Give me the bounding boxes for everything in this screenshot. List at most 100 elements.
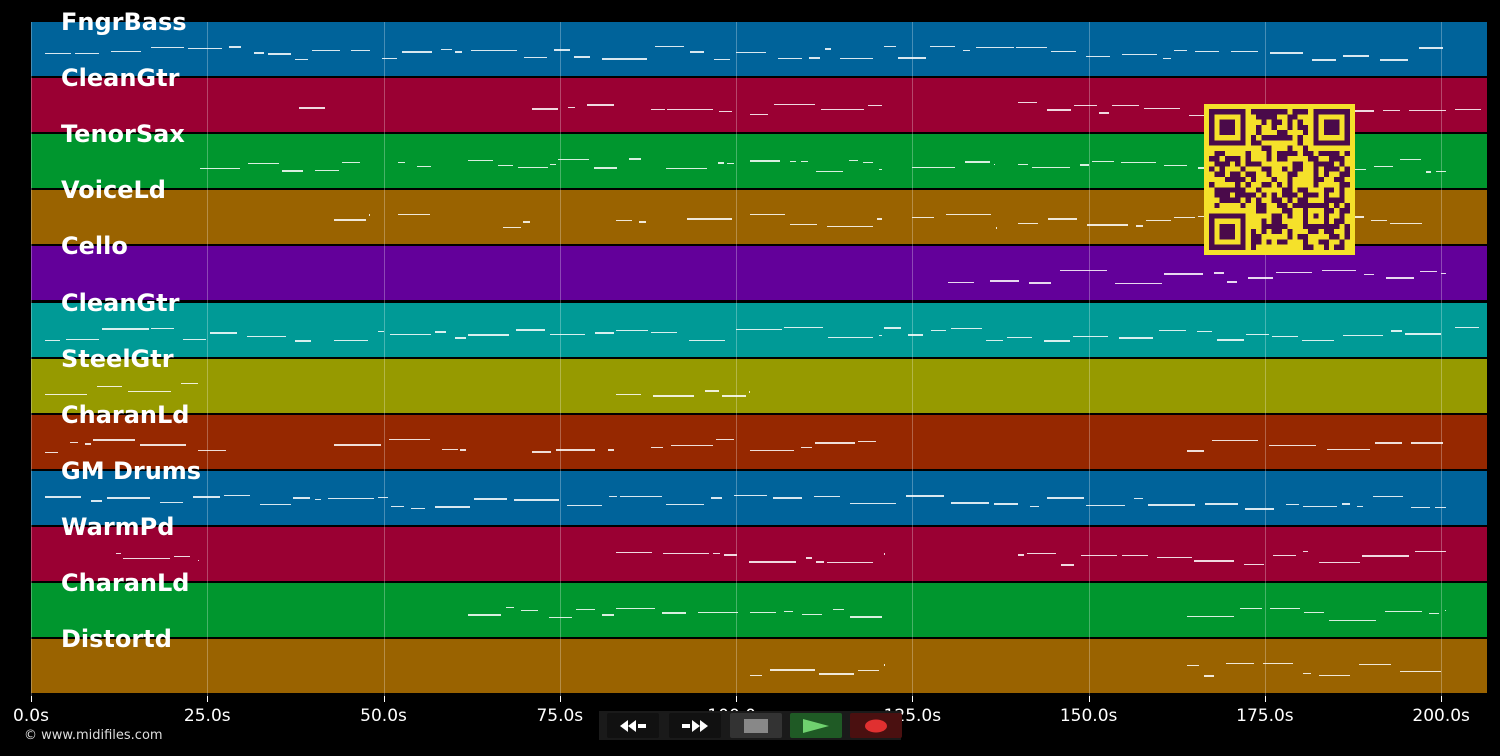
track-lane[interactable]: CharanLd (31, 402, 1487, 470)
midi-note (341, 162, 361, 164)
track-name: FngrBass (61, 8, 187, 36)
midi-note (1329, 620, 1377, 621)
midi-note (378, 496, 389, 498)
midi-note (498, 165, 514, 167)
midi-note (1409, 110, 1447, 112)
midi-note (1311, 59, 1337, 61)
midi-note (750, 214, 786, 216)
midi-note (1239, 608, 1263, 609)
midi-note (884, 552, 886, 555)
midi-note (1358, 664, 1391, 666)
midi-note (85, 442, 91, 445)
midi-note (962, 50, 971, 51)
midi-note (45, 495, 82, 498)
midi-note (455, 336, 467, 339)
midi-note (1072, 335, 1109, 337)
tick-label: 200.0s (1412, 706, 1470, 726)
midi-note (931, 329, 947, 331)
midi-note (45, 451, 59, 453)
midi-note (1243, 563, 1264, 565)
midi-note (1420, 271, 1438, 273)
play-button[interactable] (790, 713, 842, 738)
midi-note (115, 552, 121, 554)
midi-note (503, 227, 521, 229)
midi-note (850, 616, 883, 618)
midi-note (840, 58, 873, 59)
midi-note (655, 46, 684, 47)
midi-note (293, 496, 310, 499)
midi-note (224, 494, 250, 496)
midi-note (824, 48, 831, 50)
midi-note (609, 495, 618, 497)
midi-note (698, 612, 738, 613)
midi-note (587, 104, 615, 107)
midi-note (1389, 223, 1422, 225)
midi-note (1115, 283, 1162, 285)
midi-note (1087, 224, 1128, 227)
midi-note (665, 168, 707, 170)
midi-note (246, 335, 286, 337)
track-lane[interactable]: CharanLd (31, 570, 1487, 638)
midi-note (1204, 502, 1238, 505)
midi-note (686, 218, 732, 221)
midi-note (474, 497, 507, 500)
midi-note (736, 328, 783, 330)
midi-note (228, 46, 242, 48)
midi-note (193, 495, 220, 498)
midi-note (253, 52, 264, 54)
midi-note (247, 163, 279, 165)
midi-note (45, 339, 60, 341)
midi-note (1158, 329, 1187, 331)
midi-note (750, 160, 781, 163)
tick-mark (736, 696, 738, 702)
midi-note (1302, 550, 1309, 552)
track-lane[interactable]: SteelGtr (31, 346, 1487, 414)
midi-note (471, 50, 517, 51)
midi-note (828, 336, 874, 338)
midi-note (197, 449, 226, 451)
midi-note (1230, 51, 1259, 52)
midi-note (1018, 553, 1025, 556)
midi-note (401, 51, 433, 53)
midi-note (334, 339, 368, 341)
midi-note (123, 557, 170, 559)
midi-note (1410, 506, 1430, 508)
track-name: CleanGtr (61, 64, 180, 93)
midi-note (1026, 552, 1057, 554)
midi-note (150, 47, 184, 48)
midi-note (1425, 171, 1432, 174)
track-lane[interactable]: Distortd (31, 626, 1487, 695)
midi-note (455, 51, 463, 53)
rewind-button[interactable] (607, 713, 659, 738)
record-button[interactable] (850, 713, 902, 738)
midi-note (929, 46, 956, 47)
track-lane[interactable]: WarmPd (31, 514, 1487, 582)
midi-note (521, 610, 538, 611)
midi-note (1195, 51, 1220, 52)
midi-note (619, 495, 663, 497)
midi-note (1121, 54, 1158, 55)
track-lane[interactable]: FngrBass (31, 9, 1487, 77)
midi-note (816, 171, 844, 173)
stop-button[interactable] (730, 713, 782, 738)
track-lane[interactable]: GM Drums (31, 458, 1487, 526)
track-lane[interactable]: Cello (31, 233, 1487, 302)
fast-forward-button[interactable] (669, 713, 721, 738)
track-lane[interactable]: CleanGtr (31, 290, 1487, 358)
midi-note (314, 498, 321, 500)
midi-note (102, 327, 149, 330)
midi-note (434, 330, 446, 333)
qr-code (1204, 104, 1355, 255)
tick-mark (912, 696, 914, 702)
midi-note (1163, 58, 1172, 59)
midi-note (554, 49, 571, 51)
track-name: Distortd (61, 625, 172, 654)
midi-note (1018, 223, 1038, 225)
midi-note (188, 48, 222, 49)
midi-note (1342, 502, 1351, 505)
midi-note (1262, 663, 1293, 665)
midi-note (397, 162, 405, 164)
midi-note (718, 162, 725, 165)
midi-note (711, 496, 722, 499)
midi-note (1435, 171, 1447, 173)
